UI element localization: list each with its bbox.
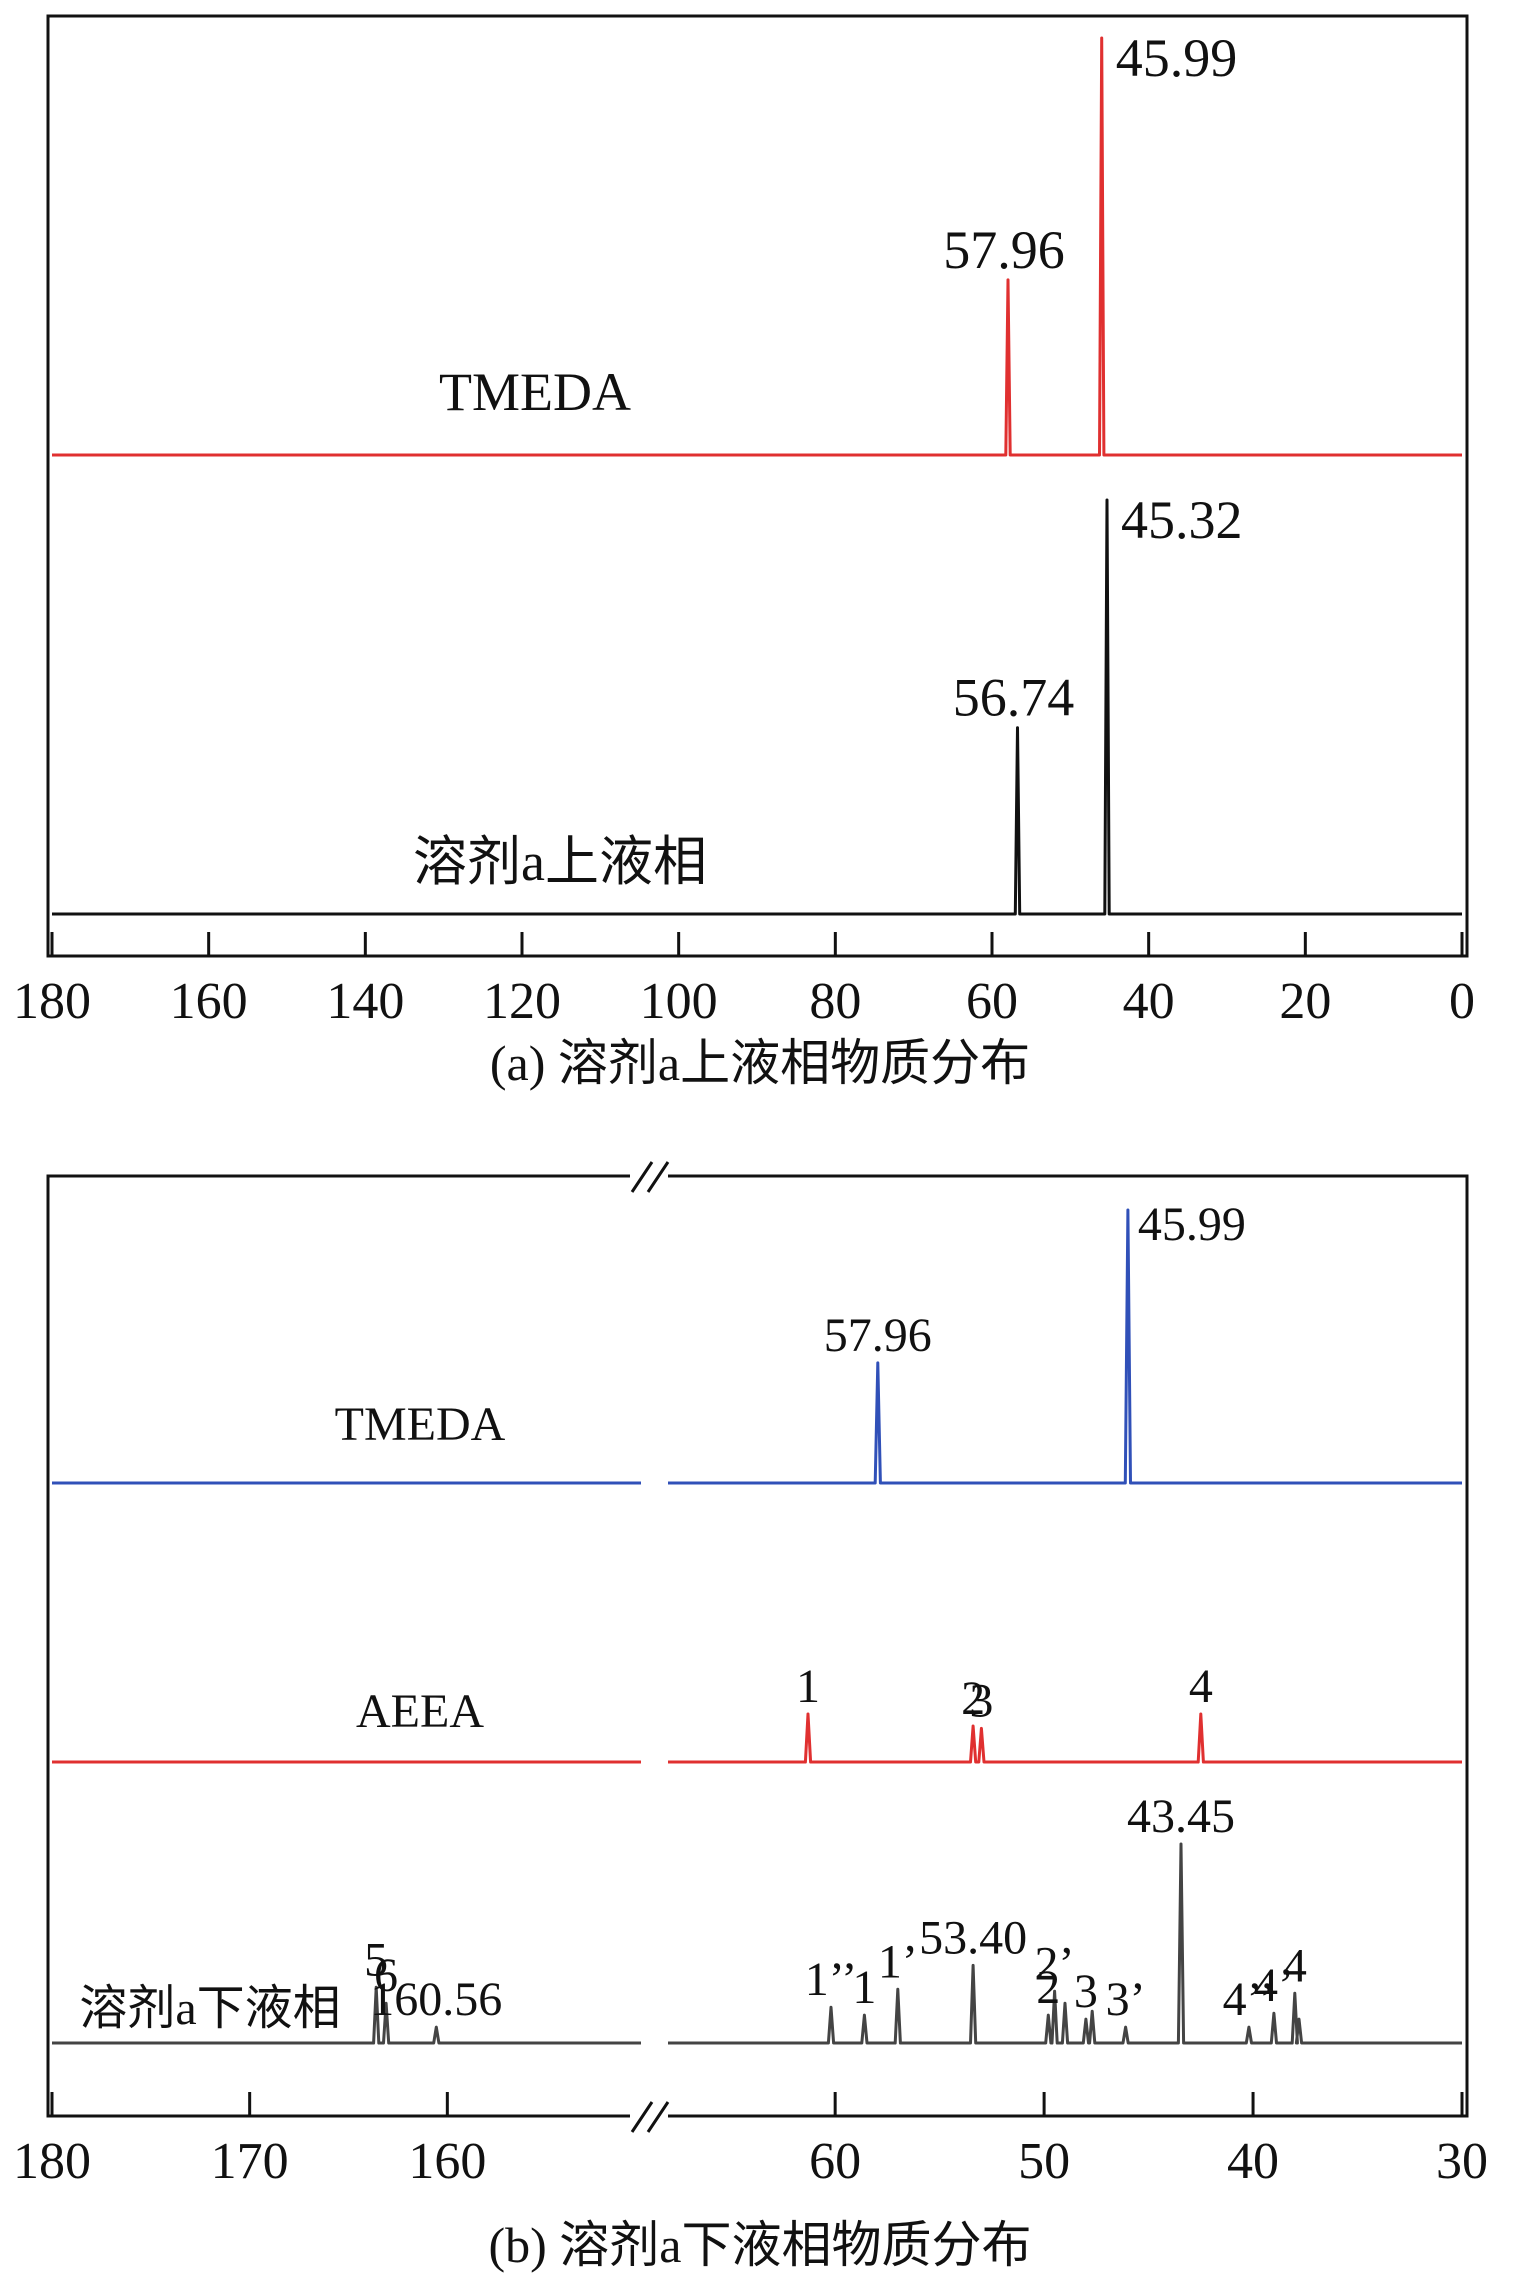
peak-label: 5 bbox=[364, 1933, 388, 1986]
trace-a-tmeda bbox=[52, 36, 1462, 457]
x-tick-label: 40 bbox=[1227, 2133, 1279, 2190]
x-tick-label: 0 bbox=[1449, 973, 1475, 1030]
peak-label: 160.56 bbox=[370, 1973, 502, 2026]
x-tick-label: 40 bbox=[1123, 973, 1175, 1030]
peak-label: 1’’ bbox=[805, 1953, 857, 2006]
trace-b-tmeda bbox=[52, 1208, 1462, 1485]
x-tick-label: 50 bbox=[1018, 2133, 1070, 2190]
x-tick-label: 20 bbox=[1279, 973, 1331, 1030]
peak-label: 53.40 bbox=[919, 1911, 1027, 1964]
axis-break-mark-top bbox=[630, 1161, 670, 1193]
x-tick-label: 170 bbox=[211, 2133, 289, 2190]
peak-label: 57.96 bbox=[824, 1309, 932, 1362]
peak-label: 3’ bbox=[1106, 1973, 1146, 2026]
x-tick-label: 120 bbox=[483, 973, 561, 1030]
peak-label: 4 bbox=[1189, 1660, 1213, 1713]
trace-b-a bbox=[52, 1842, 1462, 2045]
panel-a-caption: (a) 溶剂a上液相物质分布 bbox=[490, 1035, 1030, 1091]
peak-label: 4 bbox=[1283, 1939, 1307, 1992]
peak-label: 1’ bbox=[878, 1935, 918, 1988]
x-tick-label: 30 bbox=[1436, 2133, 1488, 2190]
peak-label: 2’ bbox=[1035, 1937, 1075, 1990]
peak-label: 1 bbox=[852, 1961, 876, 2014]
x-tick-label: 180 bbox=[13, 2133, 91, 2190]
series-label-a: 溶剂a上液相 bbox=[413, 832, 707, 892]
peak-label: 45.32 bbox=[1121, 490, 1243, 550]
panel-b-plot-frame bbox=[46, 1174, 1469, 2118]
peak-label: 43.45 bbox=[1127, 1790, 1235, 1843]
panel-b-caption: (b) 溶剂a下液相物质分布 bbox=[489, 2217, 1032, 2273]
peak-label: 57.96 bbox=[943, 220, 1065, 280]
peak-label: 4’’ bbox=[1223, 1973, 1275, 2026]
series-label-tmeda: TMEDA bbox=[439, 362, 631, 422]
panel-a-chart: 57.96 45.99 TMEDA 56.74 45.32 溶剂a上液相 180 160 14… bbox=[13, 14, 1475, 1091]
x-tick-label: 80 bbox=[809, 973, 861, 1030]
peak-label: 56.74 bbox=[953, 668, 1075, 728]
x-tick-label: 60 bbox=[809, 2133, 861, 2190]
x-tick-label: 160 bbox=[408, 2133, 486, 2190]
x-tick-label: 180 bbox=[13, 973, 91, 1030]
peak-label: 2 bbox=[961, 1672, 985, 1725]
panel-a-plot-frame bbox=[46, 14, 1469, 958]
x-tick-label: 140 bbox=[326, 973, 404, 1030]
peak-label: 1 bbox=[796, 1660, 820, 1713]
peak-label: 3 bbox=[1074, 1965, 1098, 2018]
x-tick-label: 60 bbox=[966, 973, 1018, 1030]
series-label-a: 溶剂a下液相 bbox=[79, 1982, 340, 2035]
series-label-tmeda: TMEDA bbox=[335, 1398, 506, 1451]
axis-break-mark-bottom bbox=[630, 2101, 670, 2133]
trace-b-aeea bbox=[52, 1712, 1462, 1764]
x-tick-label: 160 bbox=[170, 973, 248, 1030]
peak-label: 45.99 bbox=[1138, 1198, 1246, 1251]
x-tick-label: 100 bbox=[640, 973, 718, 1030]
peak-label: 45.99 bbox=[1116, 28, 1238, 88]
peak-label: 6 bbox=[374, 1949, 398, 2002]
peak-label: 3 bbox=[969, 1674, 993, 1727]
peak-label: 2 bbox=[1036, 1961, 1060, 2014]
trace-a-a bbox=[52, 498, 1462, 916]
series-label-aeea: AEEA bbox=[356, 1685, 484, 1738]
peak-label: 4’ bbox=[1254, 1959, 1294, 2012]
